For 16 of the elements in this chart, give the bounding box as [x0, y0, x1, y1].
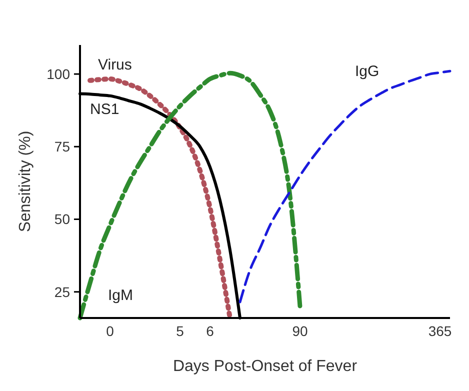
x-axis-title: Days Post-Onset of Fever — [172, 358, 358, 375]
series-label: IgM — [108, 287, 134, 304]
y-tick-label: 100 — [46, 66, 70, 82]
x-tick-label: 365 — [428, 323, 452, 339]
y-tick-label: 75 — [54, 138, 70, 155]
y-tick-label: 50 — [54, 211, 70, 228]
y-axis-title: Sensitivity (%) — [17, 130, 34, 232]
x-tick-label: 90 — [292, 323, 308, 339]
series-label: NS1 — [90, 100, 120, 118]
x-tick-label: 5 — [176, 323, 184, 339]
series-label: IgG — [355, 62, 380, 80]
x-tick-label: 0 — [106, 323, 114, 339]
y-tick-label: 25 — [54, 284, 70, 300]
x-tick-label: 6 — [206, 323, 214, 339]
line-series — [78, 70, 302, 320]
series-label: Virus — [98, 56, 132, 74]
